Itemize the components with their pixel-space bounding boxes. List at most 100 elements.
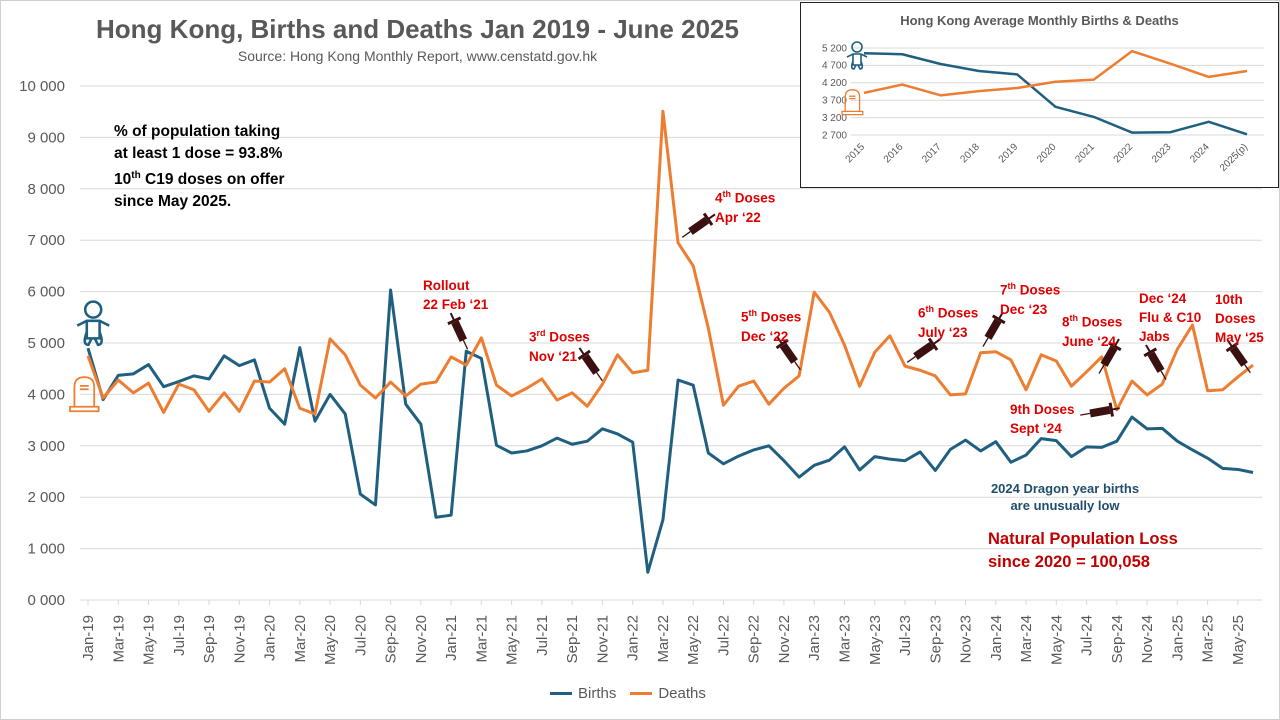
x-tick-label: May-22 (685, 615, 702, 665)
legend-births: Births (550, 685, 616, 702)
x-tick-label: Jul-23 (897, 615, 914, 656)
y-tick-label: 3 000 (27, 438, 65, 455)
x-tick-label: May-21 (504, 615, 521, 665)
x-tick-label: Jan-24 (988, 615, 1005, 661)
note-line: 10th C19 doses on offer (114, 170, 285, 189)
x-tick-label: May-20 (322, 615, 339, 665)
x-tick-label: Mar-20 (292, 615, 309, 663)
legend: Births Deaths (550, 685, 706, 702)
x-tick-label: 2015 (844, 141, 868, 165)
x-tick-label: Jan-23 (806, 615, 823, 661)
x-tick-label: 2019 (997, 141, 1021, 165)
annotation-3rd-doses: 3rd Doses Nov ‘21 (529, 328, 590, 364)
y-tick-label: 2 000 (27, 489, 65, 506)
annotation-6th-doses: 6th Doses July ‘23 (918, 304, 979, 340)
annotation-8th-doses: 8th Doses June ‘24 (1062, 313, 1123, 349)
y-tick-label: 7 000 (27, 232, 65, 249)
annotation-5th-doses: 5th Doses Dec ‘22 (741, 308, 802, 344)
tombstone-icon (841, 89, 864, 116)
syringe-icon (982, 311, 1006, 347)
y-tick-label: 4 200 (822, 78, 847, 89)
y-tick-label: 4 700 (822, 61, 847, 72)
series-line-births (86, 288, 1254, 574)
x-tick-label: Sep-23 (927, 615, 944, 663)
x-tick-label: Nov-24 (1139, 615, 1156, 663)
x-tick-label: 2025(p) (1218, 142, 1250, 174)
annotation-7th-doses: 7th Doses Dec ‘23 (1000, 281, 1061, 317)
x-tick-label: Jul-20 (352, 615, 369, 656)
x-tick-label: Nov-21 (594, 615, 611, 663)
y-tick-label: 9 000 (27, 129, 65, 146)
inset-title: Hong Kong Average Monthly Births & Death… (900, 13, 1179, 28)
x-tick-label: Nov-22 (776, 615, 793, 663)
y-tick-label: 6 000 (27, 284, 65, 301)
x-tick-label: 2020 (1035, 141, 1059, 165)
syringe-icon (1143, 344, 1167, 380)
x-tick-label: Jul-21 (534, 615, 551, 656)
y-tick-label: 0 000 (27, 592, 65, 609)
tombstone-icon (69, 376, 100, 413)
annotation-dec24-jabs: Dec ‘24 Flu & C10 Jabs (1139, 291, 1202, 344)
x-tick-label: Nov-23 (958, 615, 975, 663)
inset-plot: 2 700 3 200 3 700 4 200 4 700 5 200 2015 2016 20… (822, 41, 1264, 174)
x-tick-label: Sep-22 (746, 615, 763, 663)
annotation-rollout: Rollout 22 Feb ‘21 (423, 278, 489, 312)
y-tick-label: 8 000 (27, 181, 65, 198)
y-tick-label: 3 700 (822, 96, 847, 107)
series-line-deaths (863, 49, 1248, 97)
x-tick-label: 2021 (1073, 141, 1097, 165)
baby-icon (846, 41, 868, 70)
syringe-icon (1225, 339, 1251, 374)
series-line-deaths (86, 109, 1254, 416)
syringe-icon (775, 336, 801, 371)
inset-chart: Hong Kong Average Monthly Births & Death… (800, 2, 1279, 188)
note-line: % of population taking (114, 123, 281, 140)
x-tick-label: 2017 (920, 141, 944, 165)
x-tick-label: Sep-24 (1109, 615, 1126, 663)
syringe-icon (1080, 402, 1120, 418)
x-tick-label: Jan-25 (1169, 615, 1186, 661)
annotation-4th-doses: 4th Doses Apr ‘22 (715, 189, 776, 225)
x-tick-label: Sep-20 (383, 615, 400, 663)
y-tick-label: 2 700 (822, 130, 847, 141)
x-tick-label: Mar-24 (1018, 615, 1035, 663)
y-tick-label: 5 000 (27, 335, 65, 352)
syringe-icon (1098, 338, 1122, 374)
x-tick-label: Mar-21 (473, 615, 490, 663)
x-tick-label: May-19 (141, 615, 158, 665)
note-line: at least 1 dose = 93.8% (114, 145, 283, 162)
syringe-icon (577, 347, 603, 382)
x-tick-label: Jan-20 (262, 615, 279, 661)
x-tick-label: Sep-19 (201, 615, 218, 663)
chart-title: Hong Kong, Births and Deaths Jan 2019 - … (96, 14, 739, 44)
y-tick-label: 5 200 (822, 43, 847, 54)
annotation-9th-doses: 9th Doses Sept ‘24 (1010, 402, 1075, 436)
y-tick-label: 10 000 (19, 78, 65, 95)
x-tick-label: 2024 (1188, 141, 1212, 165)
x-tick-label: Jul-24 (1079, 615, 1096, 656)
syringe-icon (906, 337, 941, 363)
x-tick-label: Jan-22 (625, 615, 642, 661)
x-tick-label: Nov-20 (413, 615, 430, 663)
x-tick-label: Mar-23 (836, 615, 853, 663)
x-tick-label: May-25 (1230, 615, 1247, 665)
x-tick-label: Jul-19 (171, 615, 188, 656)
x-tick-label: Jan-21 (443, 615, 460, 661)
x-tick-label: Mar-25 (1200, 615, 1217, 663)
x-tick-label: Sep-21 (564, 615, 581, 663)
x-tick-label: Mar-19 (110, 615, 127, 663)
note-line: since May 2025. (114, 193, 232, 211)
legend-deaths: Deaths (630, 685, 706, 702)
chart-subtitle: Source: Hong Kong Monthly Report, www.ce… (237, 48, 598, 64)
y-tick-label: 4 000 (27, 386, 65, 403)
baby-icon (76, 300, 110, 347)
population-loss-note: Natural Population Loss since 2020 = 100,… (988, 530, 1178, 571)
x-tick-label: Mar-22 (655, 615, 672, 663)
x-tick-label: Jul-22 (715, 615, 732, 656)
x-tick-label: 2018 (958, 141, 982, 165)
x-tick-label: 2022 (1112, 141, 1136, 165)
x-tick-label: 2016 (882, 141, 906, 165)
x-tick-label: May-24 (1048, 615, 1065, 665)
syringe-icon (681, 212, 716, 238)
